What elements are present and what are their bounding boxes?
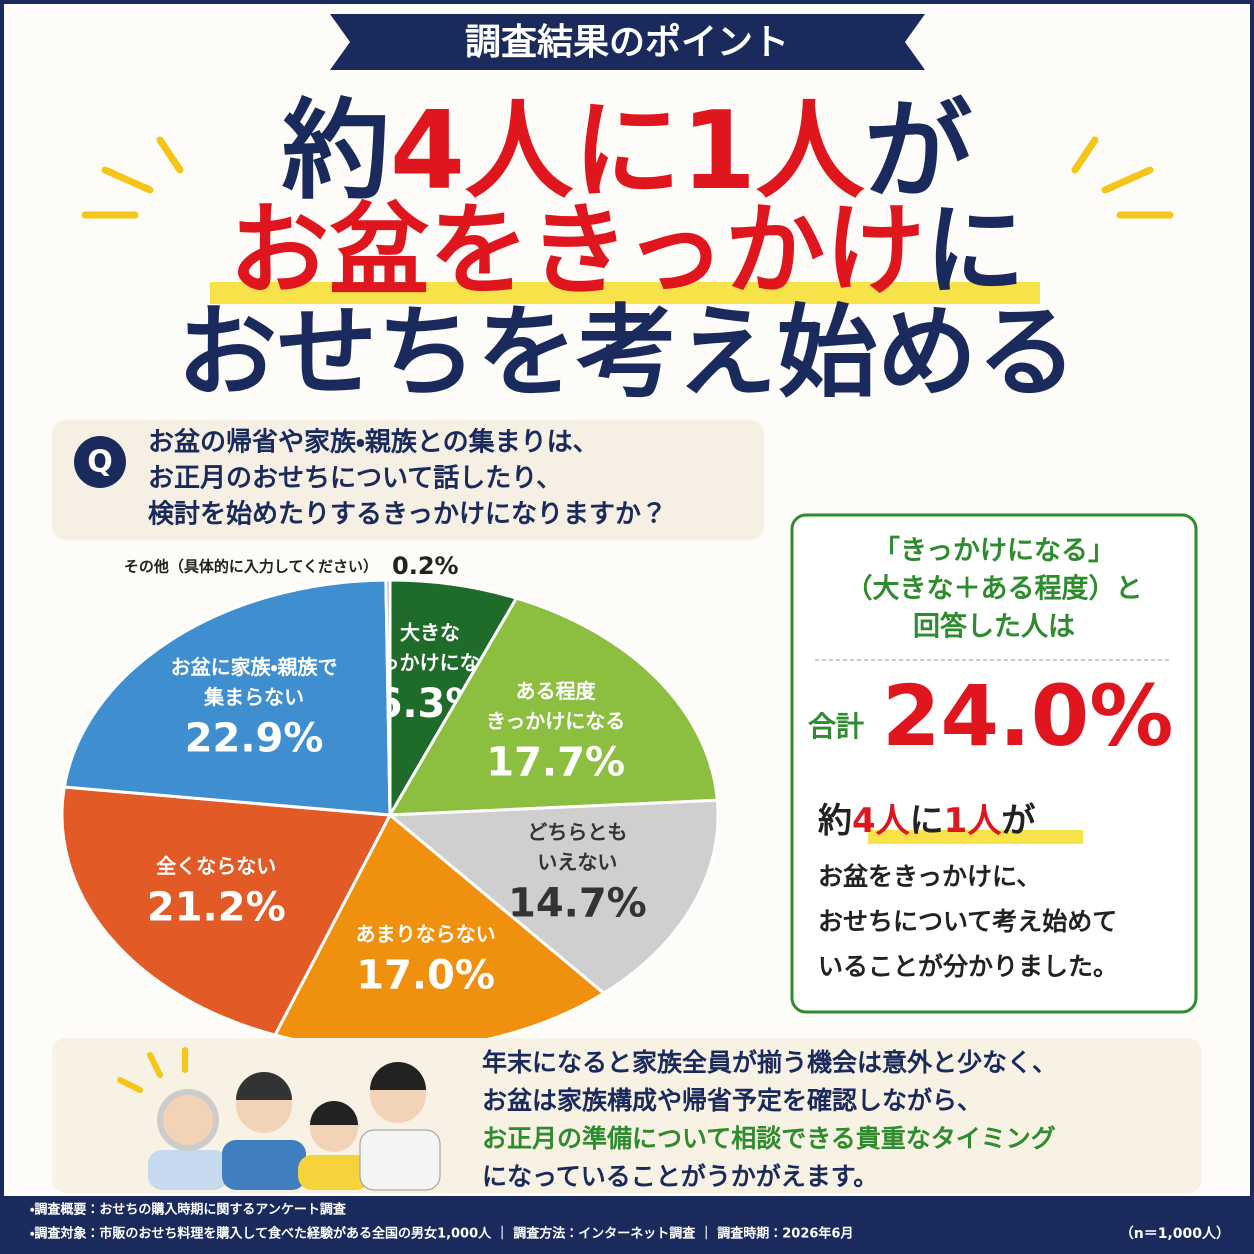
text-line: おせちを考え始める (177, 294, 1077, 411)
text-line: お正月の準備について相談できる貴重なタイミング (482, 1124, 1056, 1153)
segment: 4人に1人 (390, 89, 865, 214)
segment: になっていることがうかがえます。 (482, 1162, 878, 1191)
slice-label: 集まらない (203, 685, 304, 709)
slice-value: 17.0% (356, 952, 495, 998)
question-line: 検討を始めたりするきっかけになりますか？ (148, 500, 667, 530)
banner-shape (330, 14, 925, 70)
segment: が (1001, 801, 1035, 841)
pie-slice (384, 578, 392, 816)
q-mark: Q (87, 445, 113, 480)
segment: に (910, 801, 944, 841)
slice-value: 22.9% (185, 716, 324, 762)
pie-slice (387, 596, 719, 817)
text-line: お盆をきっかけに (229, 192, 1025, 309)
summary-box (790, 513, 1198, 1014)
summary-lead: 回答した人は (913, 611, 1075, 643)
slice-value: 21.2% (147, 885, 286, 931)
question-line: お正月のおせちについて話したり、 (148, 464, 562, 494)
total-value: 24.0% (882, 667, 1173, 765)
segment: 1人 (944, 801, 1003, 841)
footer-band (0, 1196, 1254, 1254)
slice-label: その他（具体的に入力してください） (124, 558, 378, 576)
question-box (52, 420, 764, 540)
summary-lead: （大きな＋ある程度）と (846, 574, 1143, 605)
highlight-small (868, 830, 1083, 844)
slice-label: きっかけになる (486, 709, 625, 733)
total-label: 合計 (808, 710, 864, 743)
text-line: 年末になると家族全員が揃う機会は意外と少なく、 (482, 1048, 1057, 1077)
question-line: お盆の帰省や家族・親族との集まりは、 (148, 427, 599, 458)
segment: お盆をきっかけ (229, 192, 925, 309)
comment-box (52, 1038, 1202, 1193)
slice-value: 17.7% (486, 739, 625, 785)
summary-line: いることが分かりました。 (818, 952, 1118, 981)
pie-slice (386, 798, 720, 996)
text-line: 約4人に1人が (282, 89, 972, 214)
slice-label: 全くならない (156, 854, 276, 878)
slice-value: 0.2% (392, 552, 459, 580)
q-badge (74, 436, 126, 488)
slice-value: 14.7% (508, 881, 647, 927)
slice-label: どちらとも (527, 820, 627, 844)
slice-label: お盆に家族・親族で (171, 655, 338, 679)
rays (81, 136, 1174, 219)
summary-line: おせちについて考え始めて (818, 907, 1117, 936)
comment: 年末になると家族全員が揃う機会は意外と少なく、お盆は家族構成や帰省予定を確認しな… (482, 1048, 1057, 1191)
summary-line: お盆をきっかけに、 (818, 862, 1041, 891)
footer: ・調査概要：おせちの購入時期に関するアンケート調査・調査対象：市販のおせち料理を… (30, 1202, 1230, 1243)
segment: 約 (818, 801, 852, 841)
slice-label: あまりならない (356, 922, 496, 946)
segment: お盆は家族構成や帰省予定を確認しながら、 (482, 1086, 982, 1115)
segment: おせちを考え始める (177, 294, 1077, 411)
pie-slice (388, 578, 519, 821)
slice-label: いえない (537, 850, 617, 874)
segment: が (864, 89, 972, 214)
text-line: になっていることがうかがえます。 (482, 1162, 878, 1191)
segment: お正月の準備について相談できる貴重なタイミング (482, 1124, 1056, 1153)
segment: に (925, 192, 1025, 309)
footer-line: ・調査対象：市販のおせち料理を購入して食べた経験がある全国の男女1,000人 ｜… (30, 1226, 853, 1242)
pie-slice (60, 785, 393, 1037)
slice-label: 大きな (400, 621, 460, 645)
footer-line: ・調査概要：おせちの購入時期に関するアンケート調査 (30, 1202, 347, 1218)
text-line: お盆は家族構成や帰省予定を確認しながら、 (482, 1086, 982, 1115)
summary-lead: 「きっかけになる」 (873, 535, 1115, 567)
highlight (210, 282, 1040, 304)
banner: 調査結果のポイント (465, 21, 789, 63)
segment: 約 (282, 89, 390, 214)
family-illustration (117, 1047, 441, 1191)
segment: 年末になると家族全員が揃う機会は意外と少なく、 (482, 1048, 1057, 1077)
question: お盆の帰省や家族・親族との集まりは、お正月のおせちについて話したり、検討を始めた… (148, 427, 667, 530)
segment: 4人 (852, 801, 911, 841)
slice-label: ある程度 (516, 679, 597, 703)
text-line: 約4人に1人が (818, 801, 1035, 841)
footer-n: （n＝1,000人） (1120, 1226, 1230, 1242)
pie-slice (62, 578, 392, 817)
